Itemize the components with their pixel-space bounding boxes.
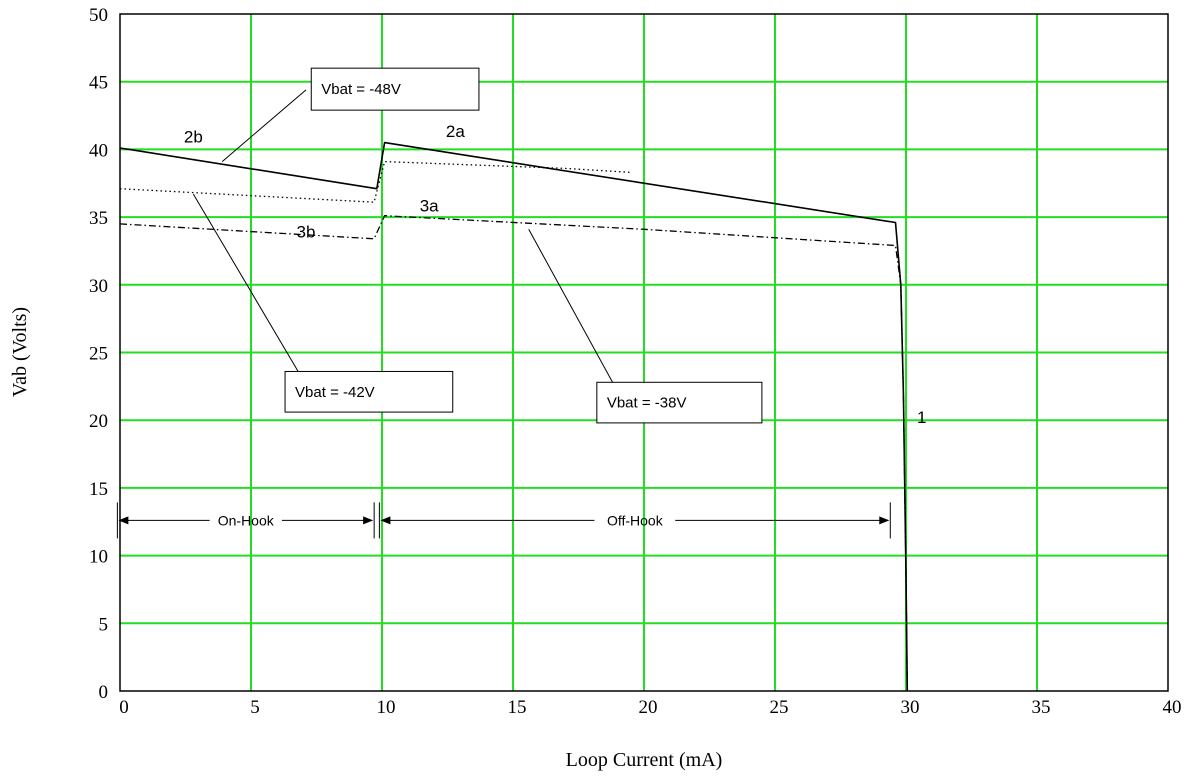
callout-box: Vbat = -48V [221, 67, 480, 162]
x-tick-label: 30 [901, 697, 920, 718]
plot-frame [119, 13, 1169, 692]
y-tick-label: 15 [89, 479, 108, 500]
callout-box: Vbat = -42V [192, 193, 454, 413]
y-tick-label: 40 [89, 140, 108, 161]
arrowhead-left [118, 516, 129, 525]
x-tick-label: 15 [508, 697, 527, 718]
region-label: On-Hook [218, 512, 275, 528]
callout-label: Vbat = -38V [607, 395, 687, 412]
arrowhead-left [380, 516, 391, 525]
region-label: Off-Hook [607, 512, 664, 528]
x-tick-labels: 0 5 10 15 20 25 30 35 40 [119, 697, 1181, 718]
callout-leader-line [221, 89, 307, 162]
curve-label: 3a [420, 197, 439, 216]
grid [120, 14, 1168, 691]
arrowhead-right [879, 516, 890, 525]
y-tick-label: 20 [89, 411, 108, 432]
callout-box: Vbat = -38V [528, 229, 763, 424]
y-tick-label: 45 [89, 73, 108, 94]
curve-label: 1 [917, 408, 926, 427]
x-axis-title: Loop Current (mA) [566, 749, 723, 771]
y-tick-label: 50 [89, 5, 108, 26]
curve-label: 2a [446, 122, 465, 141]
callout-rect [596, 381, 763, 424]
x-tick-label: 40 [1163, 697, 1182, 718]
y-tick-label: 25 [89, 344, 108, 365]
callout-rect [284, 370, 454, 413]
y-tick-labels: 0 5 10 15 20 25 30 35 40 45 50 [89, 5, 108, 703]
series-line-dashdot [119, 215, 908, 692]
callout-label: Vbat = -48V [321, 81, 401, 98]
x-tick-label: 10 [377, 697, 396, 718]
arrowhead-right [363, 516, 374, 525]
region-1: Off-Hook [378, 502, 891, 539]
curve-label: 2b [184, 128, 203, 147]
callout-label: Vbat = -42V [295, 384, 375, 401]
x-tick-label: 0 [119, 697, 129, 718]
x-tick-label: 25 [770, 697, 789, 718]
series-line-dotted [119, 160, 631, 203]
region-0: On-Hook [116, 502, 375, 539]
curve-label: 3b [297, 222, 316, 241]
series-group [119, 141, 909, 692]
y-tick-label: 0 [99, 682, 109, 703]
x-tick-label: 20 [639, 697, 658, 718]
y-tick-label: 5 [99, 614, 109, 635]
curve-labels: 2b 2a 3a 3b 1 [184, 122, 927, 427]
x-tick-label: 5 [250, 697, 260, 718]
callout-leader-line [528, 229, 613, 383]
callout-leader-line [192, 193, 299, 372]
callouts: Vbat = -48V Vbat = -42V Vbat = -38V [192, 67, 763, 424]
y-axis-title: Vab (Volts) [9, 307, 31, 397]
y-tick-label: 30 [89, 276, 108, 297]
hook-regions: On-Hook Off-Hook [116, 502, 891, 539]
y-tick-label: 35 [89, 208, 108, 229]
callout-rect [310, 67, 480, 111]
x-tick-label: 35 [1032, 697, 1051, 718]
y-tick-label: 10 [89, 547, 108, 568]
